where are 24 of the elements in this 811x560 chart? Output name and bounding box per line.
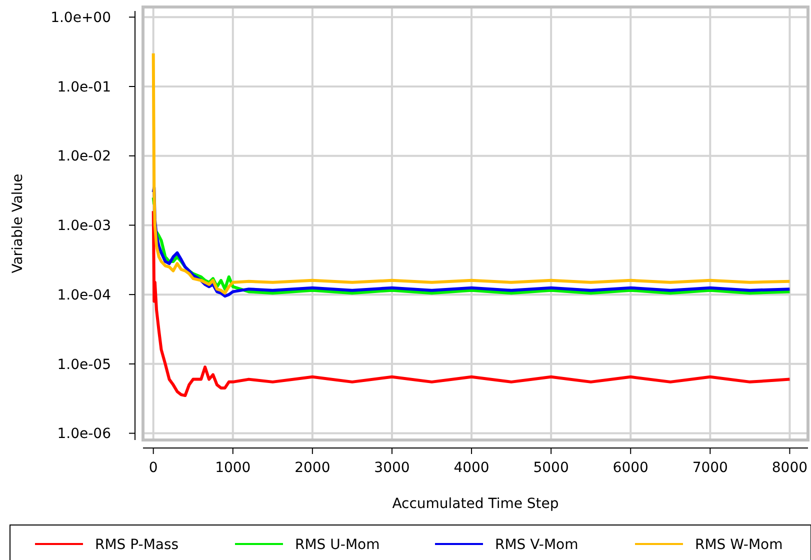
x-tick-label: 0 [148,460,158,476]
y-tick-label: 1.0e-03 [57,218,111,234]
line-series [152,52,792,295]
y-axis-title: Variable Value [10,174,26,274]
legend-label: RMS V-Mom [495,537,578,553]
x-tick-label: 1000 [215,460,251,476]
line-series [152,210,792,398]
x-tick-label: 4000 [454,460,490,476]
x-tick-label: 7000 [692,460,728,476]
y-tick-label: 1.0e-04 [57,287,112,304]
y-tick-label: 1.0e+00 [50,10,111,26]
x-tick-label: 5000 [533,460,569,476]
x-tick-label: 8000 [772,460,808,476]
y-tick-label: 1.0e-05 [57,356,111,373]
x-tick-label: 2000 [294,460,330,476]
y-tick-label: 1.0e-02 [57,148,111,165]
legend-label: RMS U-Mom [295,537,380,553]
y-tick-label: 1.0e-06 [57,426,112,442]
y-tick-label: 1.0e-01 [57,79,111,96]
x-tick-label: 3000 [374,460,410,476]
x-tick-label: 6000 [612,460,648,476]
legend-label: RMS P-Mass [95,537,179,553]
x-axis-title: Accumulated Time Step [392,496,559,512]
legend-label: RMS W-Mom [695,537,783,553]
